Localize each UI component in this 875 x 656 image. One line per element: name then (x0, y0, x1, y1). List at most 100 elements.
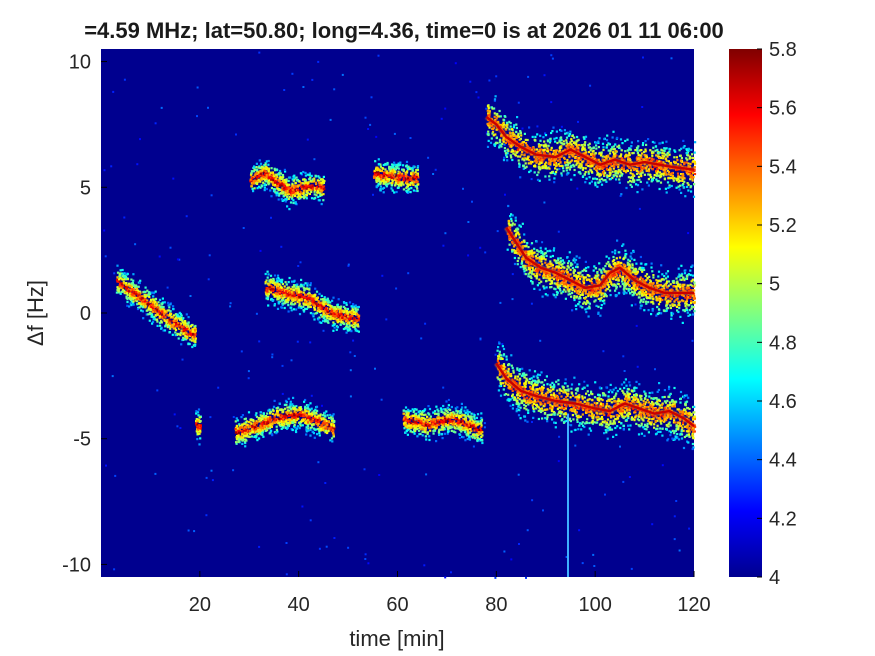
blob-speckle (396, 179, 399, 182)
blob-speckle (454, 427, 457, 430)
blob-speckle (151, 303, 154, 306)
blob-speckle (379, 163, 382, 166)
blob-speckle (234, 427, 237, 431)
noise-speckle (444, 576, 447, 579)
noise-speckle (280, 245, 283, 248)
blob-speckle (282, 408, 285, 412)
blob-speckle (132, 300, 135, 303)
blob-speckle (333, 312, 336, 316)
blob-speckle (142, 317, 145, 320)
blob-speckle (381, 175, 384, 178)
noise-speckle (309, 519, 312, 522)
blob-speckle (398, 171, 401, 174)
noise-speckle (525, 576, 527, 579)
trace-speckle (686, 182, 689, 185)
trace-speckle (665, 173, 668, 176)
blob-speckle (179, 326, 182, 329)
blob-speckle (197, 432, 200, 436)
blob-speckle (168, 320, 171, 323)
trace-speckle (517, 135, 520, 138)
blob-speckle (255, 175, 258, 178)
trace-speckle (627, 149, 630, 152)
blob-speckle (435, 426, 438, 430)
blob-speckle (417, 424, 420, 428)
blob-speckle (118, 284, 121, 287)
blob-speckle (326, 297, 329, 300)
blob-speckle (270, 195, 273, 198)
noise-speckle (364, 116, 367, 119)
blob-speckle (317, 300, 320, 303)
blob-speckle (308, 172, 311, 175)
blob-speckle (143, 297, 146, 300)
blob-speckle (302, 291, 305, 294)
blob-speckle (309, 408, 312, 411)
blob-speckle (259, 167, 262, 170)
blob-speckle (402, 183, 405, 186)
blob-speckle (255, 436, 258, 439)
noise-speckle (485, 131, 488, 134)
trace-speckle (631, 172, 634, 176)
trace-speckle (667, 160, 670, 163)
blob-speckle (289, 414, 292, 417)
blob-speckle (267, 290, 270, 293)
blob-speckle (148, 312, 151, 315)
blob-speckle (456, 424, 459, 427)
noise-speckle (296, 340, 299, 343)
blob-speckle (274, 188, 277, 191)
blob-speckle (186, 327, 189, 330)
blob-speckle (311, 411, 314, 414)
blob-speckle (406, 170, 409, 173)
trace-speckle (522, 141, 525, 144)
blob-speckle (266, 287, 269, 290)
blob-speckle (236, 427, 239, 430)
blob-speckle (446, 423, 449, 427)
blob-speckle (254, 414, 257, 417)
blob-speckle (268, 427, 271, 430)
blob-speckle (331, 440, 334, 443)
blob-speckle (235, 417, 238, 420)
blob-speckle (290, 418, 293, 421)
blob-speckle (288, 208, 291, 211)
blob-speckle (285, 290, 288, 293)
blob-speckle (292, 289, 295, 292)
blob-speckle (274, 292, 277, 295)
noise-speckle (369, 123, 372, 126)
noise-speckle (687, 232, 690, 235)
blob-speckle (476, 434, 479, 437)
blob-speckle (466, 434, 469, 437)
blob-speckle (132, 279, 135, 282)
blob-speckle (449, 425, 452, 428)
noise-speckle (477, 96, 480, 99)
blob-speckle (131, 297, 134, 300)
blob-speckle (161, 301, 164, 304)
blob-speckle (120, 272, 123, 275)
blob-speckle (442, 408, 445, 411)
blob-speckle (139, 279, 142, 282)
blob-speckle (426, 432, 429, 435)
noise-speckle (675, 500, 678, 502)
blob-speckle (342, 318, 345, 321)
blob-speckle (125, 295, 128, 298)
blob-speckle (187, 324, 190, 327)
blob-speckle (272, 188, 275, 191)
noise-speckle (462, 187, 464, 190)
blob-speckle (416, 166, 419, 169)
blob-speckle (351, 324, 354, 327)
blob-speckle (139, 298, 142, 301)
blob-speckle (265, 424, 268, 427)
blob-speckle (481, 441, 484, 445)
blob-speckle (175, 323, 178, 326)
blob-speckle (272, 409, 275, 412)
blob-speckle (284, 416, 287, 419)
blob-speckle (158, 304, 161, 307)
noise-speckle (642, 56, 644, 59)
blob-speckle (398, 174, 401, 177)
blob-speckle (310, 187, 313, 190)
noise-speckle (469, 80, 472, 83)
noise-speckle (255, 312, 258, 315)
blob-speckle (256, 433, 259, 436)
blob-speckle (379, 182, 382, 185)
noise-speckle (536, 125, 539, 128)
blob-speckle (330, 416, 333, 419)
blob-speckle (457, 416, 461, 419)
